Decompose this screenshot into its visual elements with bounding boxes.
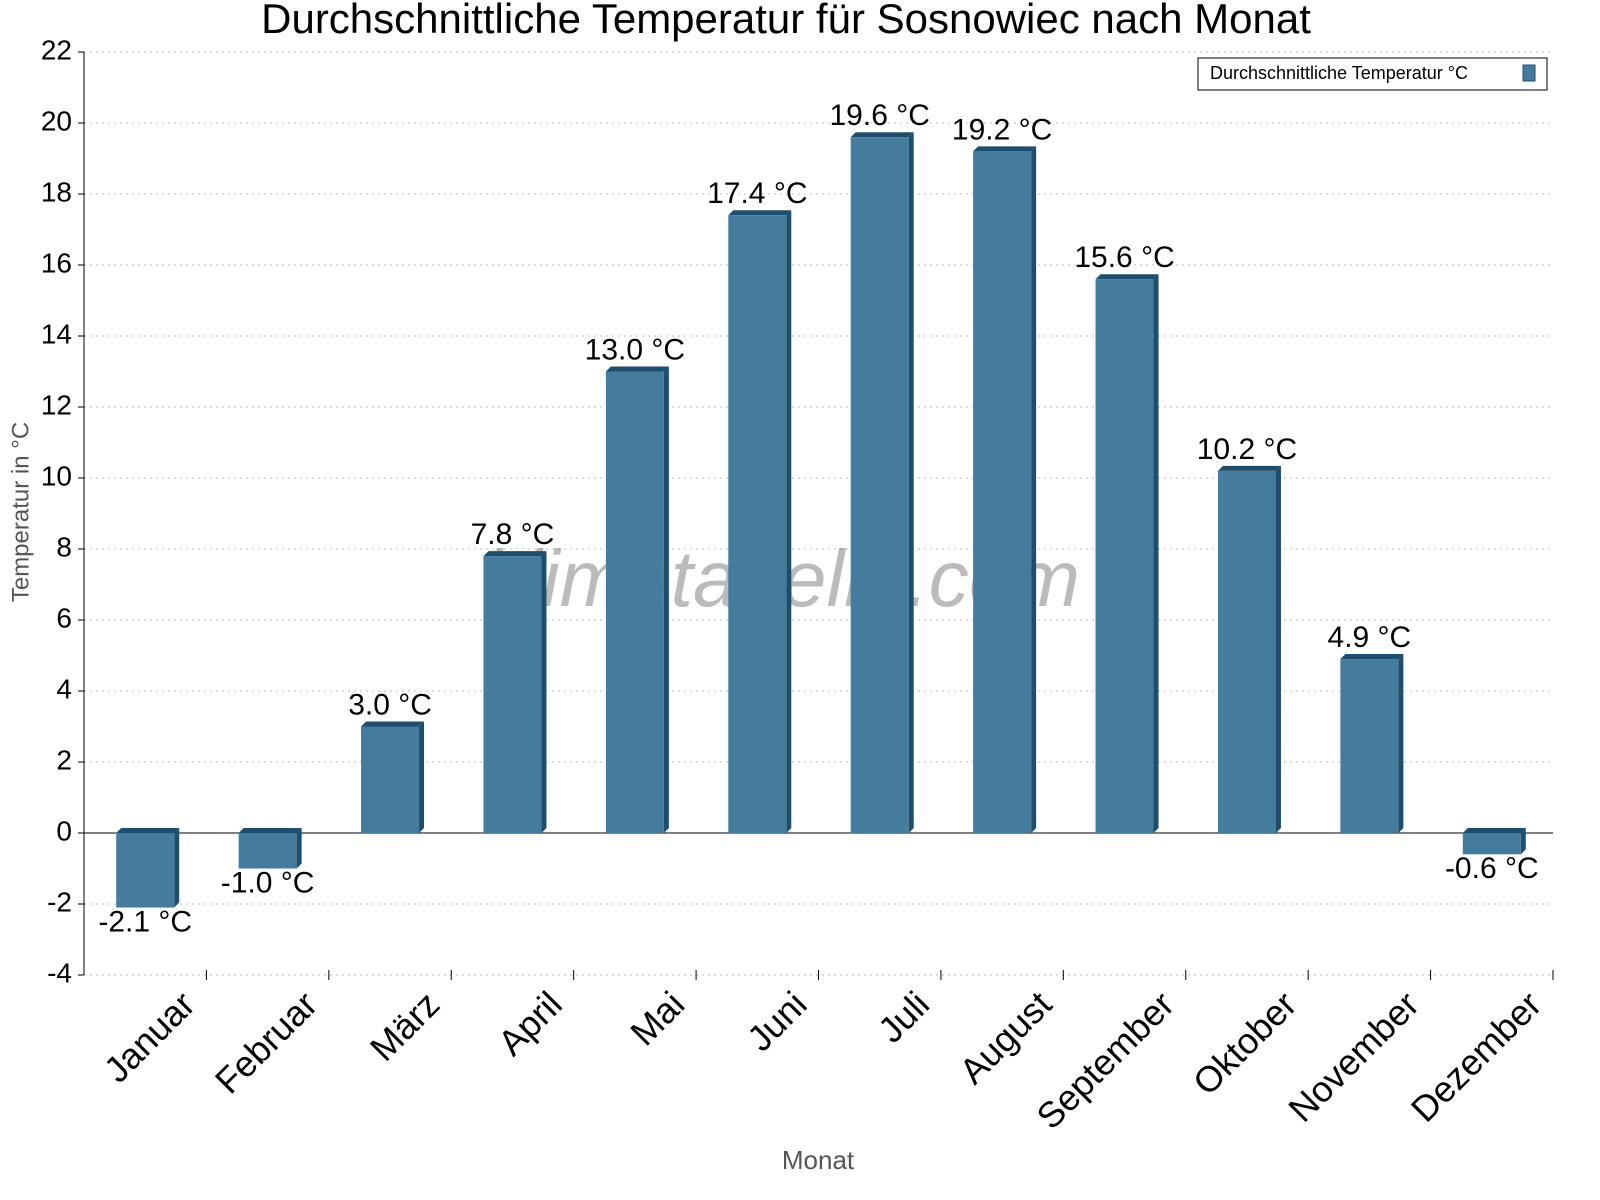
bar-side <box>1520 828 1526 855</box>
bar <box>483 556 542 833</box>
bar <box>728 215 787 834</box>
data-label: 7.8 °C <box>471 518 555 551</box>
bar-side <box>786 210 792 834</box>
y-tick-label: 16 <box>41 247 72 278</box>
bar <box>850 137 909 833</box>
bar-side <box>419 721 425 833</box>
bar-side <box>541 551 547 833</box>
chart-title: Durchschnittliche Temperatur für Sosnowi… <box>261 0 1311 42</box>
x-tick-label: Oktober <box>1185 983 1305 1103</box>
y-axis-label: Temperatur in °C <box>7 422 34 602</box>
bar <box>1462 833 1521 855</box>
bar <box>361 726 420 833</box>
legend-label: Durchschnittliche Temperatur °C <box>1210 63 1468 83</box>
data-label: 13.0 °C <box>585 333 685 366</box>
data-label: 19.6 °C <box>830 99 930 132</box>
y-tick-label: 18 <box>41 176 72 207</box>
bar-top <box>1217 465 1281 471</box>
bar-top <box>483 551 547 557</box>
y-tick-label: 8 <box>56 531 72 562</box>
bar-top <box>1095 274 1159 280</box>
bar-top <box>361 721 425 727</box>
bar-side <box>908 132 914 833</box>
y-tick-label: 12 <box>41 389 72 420</box>
y-tick-label: -4 <box>47 957 72 988</box>
bar-top <box>238 828 302 833</box>
x-axis-label: Monat <box>782 1145 855 1175</box>
data-label: 19.2 °C <box>952 113 1052 146</box>
data-label: 3.0 °C <box>348 688 432 721</box>
bar-top <box>850 132 914 138</box>
x-tick-label: Dezember <box>1403 983 1549 1129</box>
x-tick-label: November <box>1280 983 1426 1129</box>
bar-side <box>663 366 669 833</box>
x-tick-label: Februar <box>207 983 325 1101</box>
x-tick-label: Januar <box>96 983 203 1090</box>
data-label: 15.6 °C <box>1074 241 1174 274</box>
bar <box>1095 279 1154 833</box>
y-tick-label: 2 <box>56 744 72 775</box>
bar-top <box>605 366 669 372</box>
bar-side <box>296 828 302 869</box>
y-tick-label: 20 <box>41 105 72 136</box>
bar-side <box>1153 274 1159 833</box>
data-label: -2.1 °C <box>98 905 192 938</box>
bar <box>973 151 1032 833</box>
bar-top <box>973 146 1037 152</box>
legend-box <box>1197 57 1548 91</box>
bar <box>116 833 175 908</box>
y-tick-label: 22 <box>41 34 72 65</box>
bar <box>238 833 297 869</box>
bar-side <box>1031 146 1037 833</box>
x-tick-label: Juli <box>870 983 937 1050</box>
data-label: 10.2 °C <box>1197 433 1297 466</box>
bar-top <box>1462 828 1526 833</box>
bar-side <box>174 828 180 908</box>
x-tick-label: Juni <box>739 983 815 1059</box>
x-tick-label: August <box>951 983 1059 1091</box>
y-tick-label: -2 <box>47 886 72 917</box>
data-label: -1.0 °C <box>221 866 315 899</box>
y-tick-label: 6 <box>56 602 72 633</box>
data-label: 17.4 °C <box>707 177 807 210</box>
y-tick-label: 10 <box>41 460 72 491</box>
legend-swatch <box>1522 64 1536 82</box>
bar-top <box>728 210 792 216</box>
x-tick-label: Mai <box>622 983 692 1053</box>
bar-side <box>1275 465 1281 833</box>
bar-top <box>1340 654 1404 660</box>
bar <box>1217 470 1276 833</box>
bar <box>605 371 664 833</box>
bar <box>1340 659 1399 833</box>
bar-side <box>1398 654 1404 833</box>
bar-top <box>116 828 180 833</box>
x-tick-label: März <box>362 983 448 1069</box>
data-label: -0.6 °C <box>1445 852 1539 885</box>
y-tick-label: 0 <box>56 815 72 846</box>
y-tick-label: 4 <box>56 673 72 704</box>
data-label: 4.9 °C <box>1328 621 1412 654</box>
x-tick-label: April <box>490 983 570 1063</box>
y-tick-label: 14 <box>41 318 72 349</box>
